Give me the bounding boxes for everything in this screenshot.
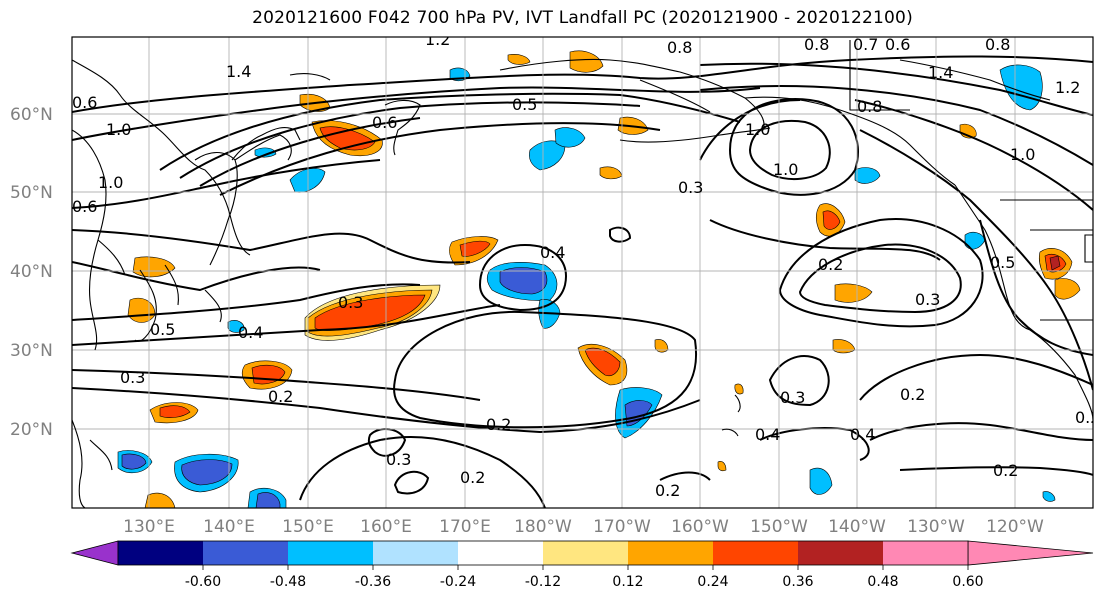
colorbar-bin <box>118 541 203 565</box>
contour-label: 0.2 <box>993 461 1018 480</box>
contour-label: 0.2 <box>460 468 485 487</box>
contour-label: 0.4 <box>850 425 875 444</box>
lat-label: 50°N <box>10 183 53 203</box>
map-frame <box>71 36 1094 509</box>
lon-label: 150°W <box>750 517 808 537</box>
lon-label: 120°W <box>986 517 1044 537</box>
lat-label: 30°N <box>10 341 53 361</box>
contour-label: 0.3 <box>338 293 363 312</box>
contour-label: 0.3 <box>678 178 703 197</box>
lon-label: 130°W <box>907 517 965 537</box>
contour-label: 1.0 <box>745 120 770 139</box>
contour-label: 0.2 <box>655 481 680 500</box>
contour-label: 0.2 <box>900 385 925 404</box>
contour-label: 0.8 <box>985 35 1010 54</box>
contour-label: 0.6 <box>72 197 97 216</box>
lat-label: 40°N <box>10 262 53 282</box>
contour-label: 0.5 <box>512 95 537 114</box>
contour-label: 1.4 <box>928 63 953 82</box>
lon-label: 140°W <box>828 517 886 537</box>
contour-label: 0.7 <box>853 35 878 54</box>
colorbar-tick-label: -0.36 <box>355 574 391 590</box>
contour-labels: 1.2 0.8 0.7 0.6 0.8 1.4 1.2 0.8 1.0 0.5 … <box>72 30 1100 500</box>
contour-label: 1.2 <box>1055 78 1080 97</box>
colorbar: -0.60 -0.48 -0.36 -0.24 -0.12 0.12 0.24 … <box>70 540 1094 590</box>
colorbar-bin <box>628 541 713 565</box>
colorbar-bin <box>288 541 373 565</box>
contour-label: 0.2 <box>268 387 293 406</box>
colorbar-low-extend <box>70 540 119 566</box>
contour-label: 0.2 <box>1075 408 1100 427</box>
colorbar-tick-label: 0.48 <box>867 574 898 590</box>
colorbar-high-extend <box>967 540 1094 566</box>
contour-label: 0.5 <box>990 253 1015 272</box>
map-title: 2020121600 F042 700 hPa PV, IVT Landfall… <box>252 8 913 28</box>
lon-label: 180°W <box>514 517 572 537</box>
contour-label: 1.0 <box>1010 145 1035 164</box>
colorbar-bin <box>883 541 968 565</box>
contour-label: 0.6 <box>72 93 97 112</box>
contour-label: 1.0 <box>98 173 123 192</box>
colorbar-tick-label: -0.12 <box>525 574 561 590</box>
colorbar-bin <box>798 541 883 565</box>
lon-label: 160°E <box>360 517 412 537</box>
coastlines <box>72 40 1093 508</box>
lon-label: 130°E <box>123 517 175 537</box>
contour-label: 1.2 <box>425 30 450 49</box>
contour-label: 0.6 <box>372 113 397 132</box>
colorbar-bin <box>543 541 628 565</box>
colorbar-tick-label: -0.60 <box>185 574 221 590</box>
colorbar-bin <box>458 541 543 565</box>
map-content: 1.2 0.8 0.7 0.6 0.8 1.4 1.2 0.8 1.0 0.5 … <box>72 30 1100 508</box>
contour-label: 0.3 <box>780 388 805 407</box>
contour-label: 0.4 <box>755 425 780 444</box>
contour-label: 0.5 <box>150 320 175 339</box>
contour-label: 0.4 <box>238 323 263 342</box>
contour-label: 0.8 <box>804 35 829 54</box>
lon-label: 140°E <box>203 517 255 537</box>
contour-label: 1.0 <box>106 120 131 139</box>
latitude-labels: 60°N 50°N 40°N 30°N 20°N <box>10 105 53 440</box>
contour-label: 0.3 <box>386 450 411 469</box>
contour-label: 0.2 <box>486 415 511 434</box>
contour-label: 0.8 <box>667 38 692 57</box>
lon-label: 170°W <box>593 517 651 537</box>
contour-label: 1.4 <box>226 62 251 81</box>
colorbar-tick-label: -0.24 <box>440 574 476 590</box>
colorbar-bin <box>203 541 288 565</box>
contour-layer <box>72 55 1093 508</box>
contour-label: 0.8 <box>857 97 882 116</box>
lon-label: 170°E <box>439 517 491 537</box>
contour-label: 0.2 <box>818 255 843 274</box>
colorbar-bin <box>373 541 458 565</box>
colorbar-tick-label: 0.24 <box>697 574 728 590</box>
contour-label: 0.3 <box>915 290 940 309</box>
lon-label: 160°W <box>671 517 729 537</box>
colorbar-tick-label: 0.36 <box>782 574 813 590</box>
lat-label: 20°N <box>10 420 53 440</box>
colorbar-tick-label: -0.48 <box>270 574 306 590</box>
graticule <box>72 37 1093 508</box>
contour-label: 0.4 <box>540 243 565 262</box>
colorbar-tick-label: 0.60 <box>952 574 983 590</box>
longitude-labels: 130°E 140°E 150°E 160°E 170°E 180°W 170°… <box>123 517 1044 537</box>
lon-label: 150°E <box>282 517 334 537</box>
colorbar-bin <box>713 541 798 565</box>
contour-label: 0.3 <box>120 368 145 387</box>
lat-label: 60°N <box>10 105 53 125</box>
contour-label: 0.6 <box>885 35 910 54</box>
contour-label: 1.0 <box>773 160 798 179</box>
colorbar-tick-label: 0.12 <box>612 574 643 590</box>
